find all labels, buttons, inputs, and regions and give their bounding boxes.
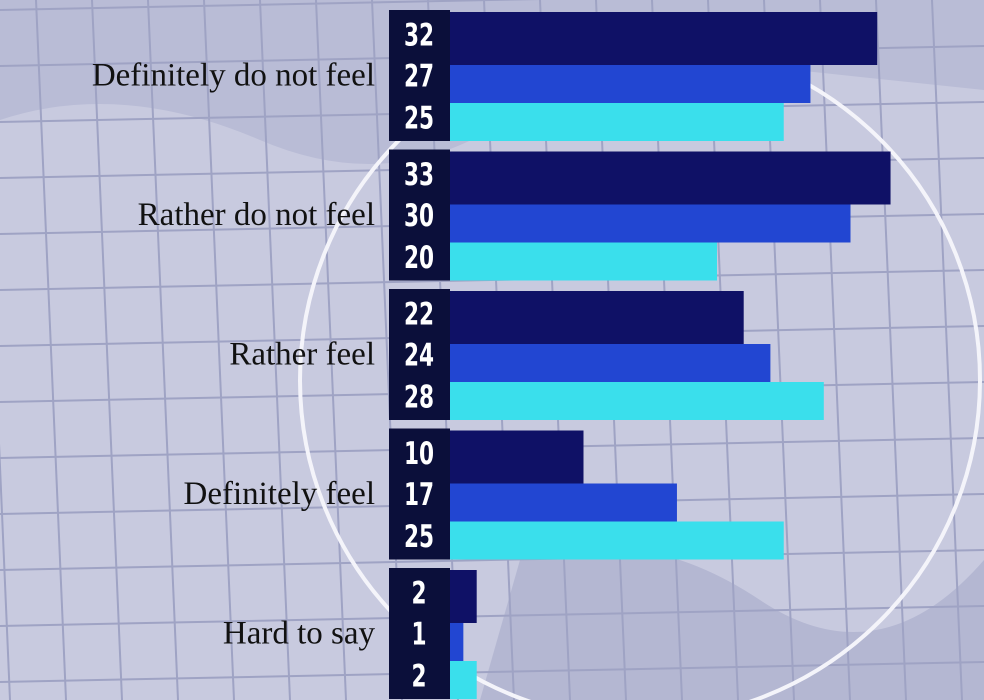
label-panel — [389, 289, 450, 420]
value-label: 32 — [404, 18, 434, 54]
value-label: 20 — [404, 240, 434, 276]
bar — [450, 623, 464, 661]
label-panel — [389, 428, 450, 560]
value-label: 28 — [404, 380, 434, 416]
value-label: 1 — [411, 617, 426, 653]
bar — [450, 103, 784, 141]
bar — [450, 344, 771, 382]
value-label: 2 — [411, 659, 426, 695]
bar — [450, 242, 717, 281]
bar — [450, 65, 811, 103]
label-panel — [389, 149, 450, 281]
value-label: 33 — [404, 157, 434, 193]
bar — [450, 521, 784, 560]
category-label: Definitely do not feel — [92, 58, 375, 94]
bar — [450, 430, 584, 484]
category-label: Rather do not feel — [138, 197, 375, 233]
bar — [450, 291, 744, 344]
bar — [450, 151, 891, 205]
label-panel — [389, 568, 450, 699]
bar — [450, 382, 824, 420]
value-label: 24 — [404, 338, 434, 374]
category-label: Hard to say — [223, 616, 376, 652]
value-label: 27 — [404, 59, 434, 95]
value-label: 10 — [404, 436, 434, 472]
category-label: Definitely feel — [184, 476, 376, 512]
value-label: 2 — [411, 576, 426, 612]
bar — [450, 12, 878, 65]
bar — [450, 483, 677, 522]
label-panel — [389, 10, 450, 141]
category-label: Rather feel — [229, 337, 375, 373]
bar — [450, 570, 477, 623]
bar — [450, 661, 477, 699]
value-label: 30 — [404, 198, 434, 234]
value-label: 25 — [404, 101, 434, 137]
bar — [450, 204, 851, 243]
value-label: 25 — [404, 519, 434, 555]
value-label: 17 — [404, 477, 434, 513]
value-label: 22 — [404, 297, 434, 333]
